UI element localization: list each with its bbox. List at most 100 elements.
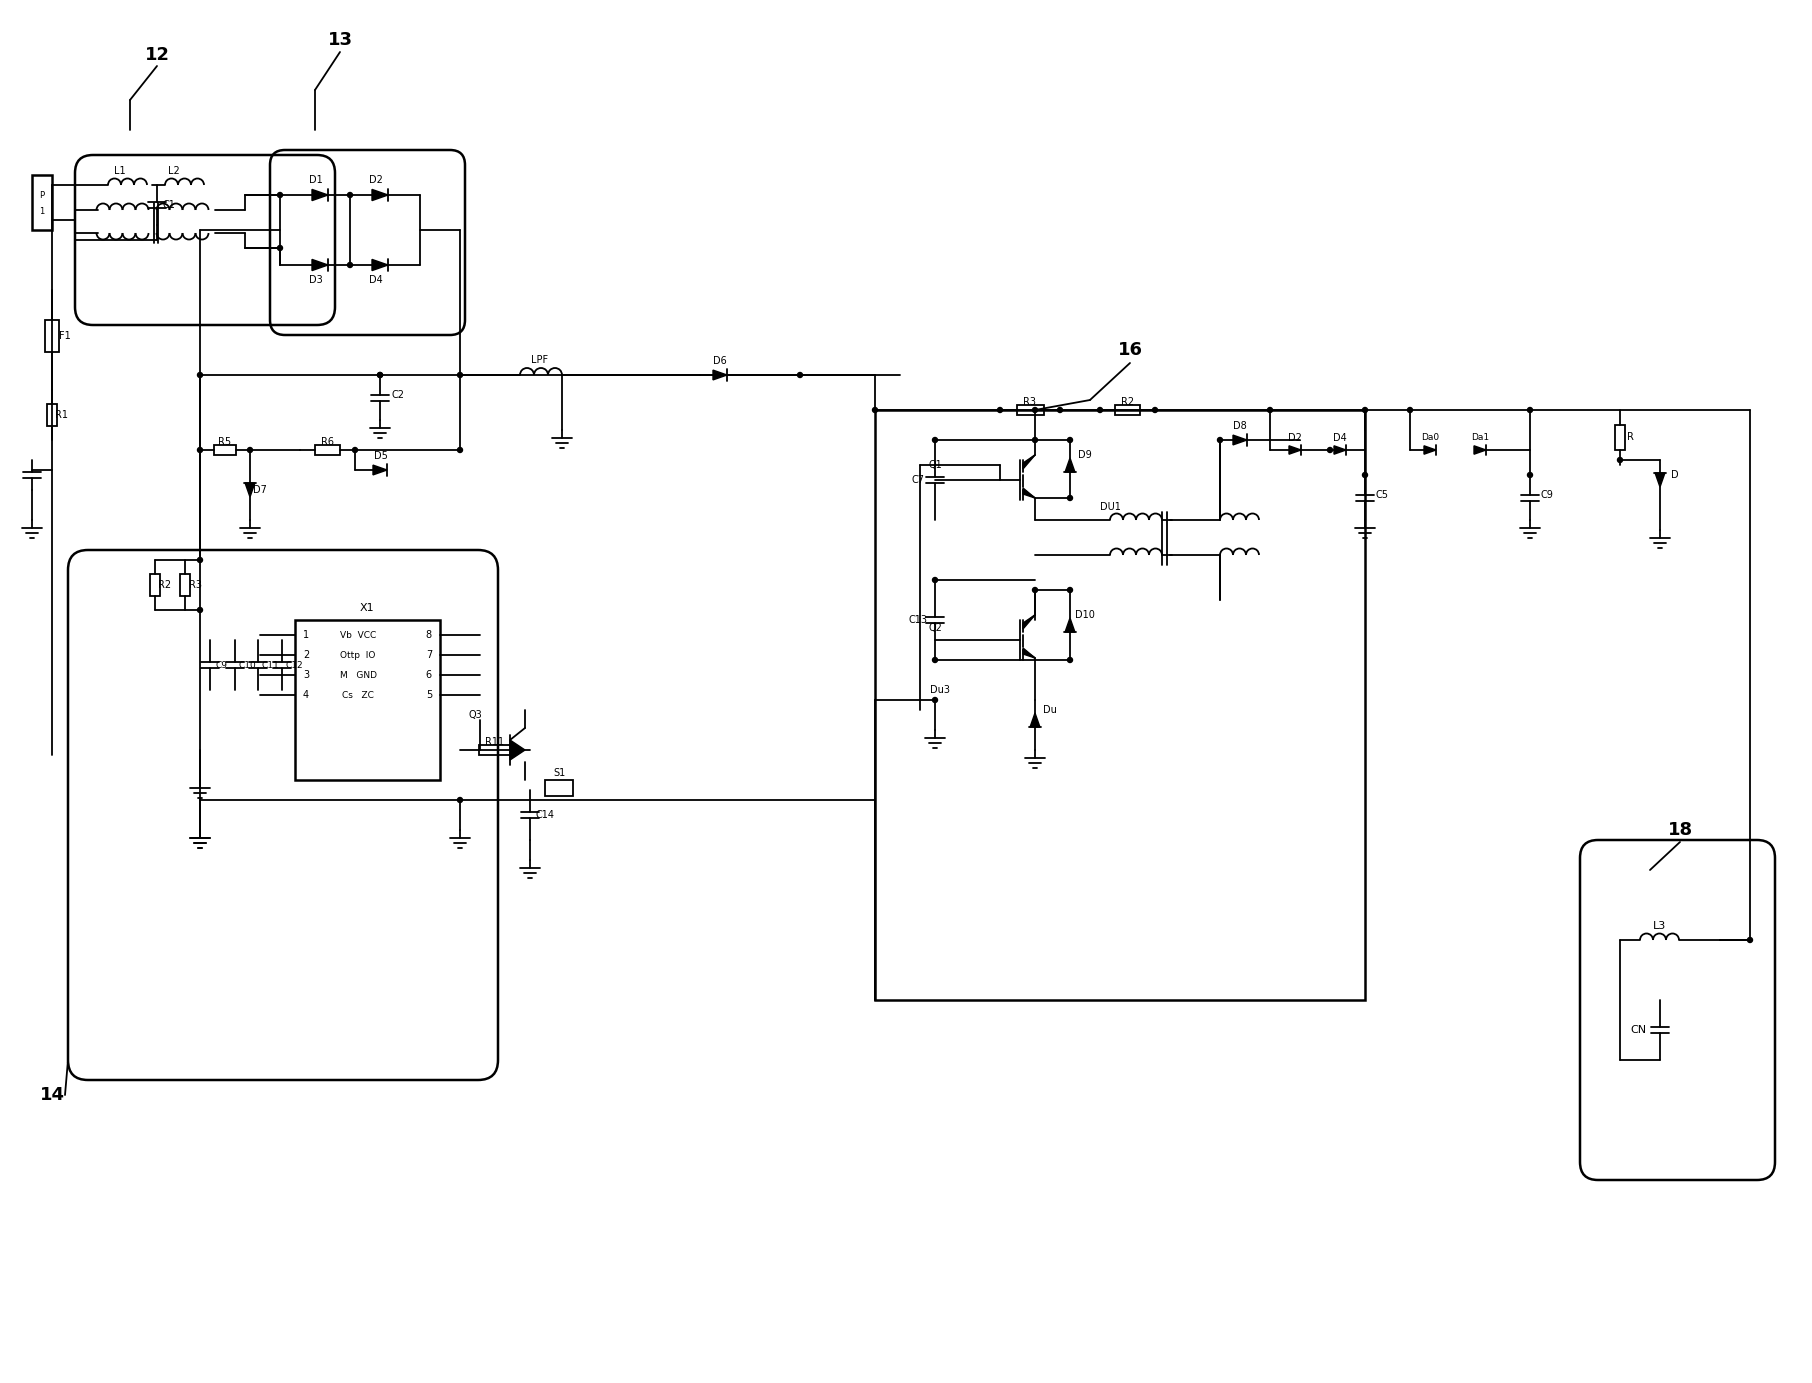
Text: D3: D3 bbox=[310, 275, 323, 285]
Text: D2: D2 bbox=[370, 176, 382, 185]
Text: C12: C12 bbox=[284, 661, 303, 669]
Polygon shape bbox=[371, 260, 388, 271]
Text: X1: X1 bbox=[361, 603, 375, 613]
Text: D4: D4 bbox=[370, 275, 382, 285]
Bar bbox=[33, 176, 53, 230]
Bar bbox=[214, 445, 236, 455]
Circle shape bbox=[1363, 408, 1368, 412]
Text: 7: 7 bbox=[426, 650, 431, 660]
Text: Vb  VCC: Vb VCC bbox=[341, 631, 377, 639]
Circle shape bbox=[1363, 473, 1368, 477]
Circle shape bbox=[198, 448, 203, 452]
Circle shape bbox=[1033, 588, 1038, 592]
Polygon shape bbox=[1024, 649, 1035, 658]
Circle shape bbox=[873, 408, 877, 412]
Circle shape bbox=[1067, 495, 1073, 501]
Circle shape bbox=[1098, 408, 1102, 412]
Text: Q3: Q3 bbox=[467, 709, 482, 721]
Text: Da1: Da1 bbox=[1471, 433, 1489, 441]
Text: 3: 3 bbox=[303, 669, 310, 680]
Text: Ottp  IO: Ottp IO bbox=[341, 650, 375, 660]
Circle shape bbox=[933, 437, 937, 443]
Polygon shape bbox=[312, 189, 328, 201]
Text: C13: C13 bbox=[908, 615, 928, 625]
Text: R1: R1 bbox=[56, 409, 69, 420]
Text: Du3: Du3 bbox=[930, 685, 949, 696]
Text: 2: 2 bbox=[303, 650, 310, 660]
Text: S1: S1 bbox=[553, 768, 565, 779]
Text: R2: R2 bbox=[1122, 397, 1134, 407]
Circle shape bbox=[1033, 437, 1038, 443]
Circle shape bbox=[1747, 938, 1752, 942]
Text: 14: 14 bbox=[40, 1086, 65, 1104]
Polygon shape bbox=[1334, 445, 1346, 454]
Text: Da0: Da0 bbox=[1421, 433, 1439, 441]
Text: D4: D4 bbox=[1334, 433, 1346, 443]
Polygon shape bbox=[371, 189, 388, 201]
Polygon shape bbox=[373, 465, 388, 474]
Polygon shape bbox=[1065, 458, 1075, 472]
Text: D5: D5 bbox=[373, 451, 388, 461]
Polygon shape bbox=[1065, 618, 1075, 632]
Text: C9: C9 bbox=[1540, 490, 1553, 501]
Circle shape bbox=[1067, 437, 1073, 443]
Circle shape bbox=[457, 798, 462, 802]
Text: R11: R11 bbox=[486, 737, 504, 747]
Circle shape bbox=[1618, 458, 1622, 462]
Circle shape bbox=[457, 372, 462, 378]
Polygon shape bbox=[1232, 436, 1247, 445]
Text: DU1: DU1 bbox=[1100, 502, 1120, 512]
Bar bbox=[478, 745, 511, 755]
Text: Q1: Q1 bbox=[928, 461, 942, 470]
Bar bbox=[45, 319, 60, 353]
Text: D10: D10 bbox=[1075, 610, 1094, 620]
Circle shape bbox=[1328, 448, 1332, 452]
Circle shape bbox=[1528, 408, 1533, 412]
Text: 16: 16 bbox=[1118, 342, 1143, 360]
Text: C5: C5 bbox=[1375, 490, 1388, 501]
Text: Cs   ZC: Cs ZC bbox=[342, 690, 373, 700]
Circle shape bbox=[1528, 473, 1533, 477]
Bar bbox=[315, 445, 341, 455]
Text: C7: C7 bbox=[911, 474, 924, 485]
Text: R2: R2 bbox=[158, 579, 172, 591]
Circle shape bbox=[348, 192, 353, 198]
Text: 1: 1 bbox=[40, 207, 45, 217]
Bar bbox=[295, 620, 440, 780]
Text: 4: 4 bbox=[303, 690, 310, 700]
Text: L2: L2 bbox=[169, 166, 179, 176]
Bar bbox=[1017, 405, 1044, 415]
Circle shape bbox=[353, 448, 357, 452]
Polygon shape bbox=[245, 483, 255, 496]
Polygon shape bbox=[712, 371, 727, 380]
Text: Q2: Q2 bbox=[928, 622, 942, 633]
Text: 8: 8 bbox=[426, 631, 431, 640]
Text: C1: C1 bbox=[163, 201, 176, 210]
Text: D9: D9 bbox=[1078, 449, 1093, 461]
Text: Du: Du bbox=[1044, 705, 1056, 715]
Circle shape bbox=[457, 448, 462, 452]
Text: R: R bbox=[1627, 433, 1633, 443]
Circle shape bbox=[348, 263, 353, 267]
Text: C2: C2 bbox=[391, 390, 404, 400]
Text: R3: R3 bbox=[1024, 397, 1036, 407]
Polygon shape bbox=[1029, 714, 1040, 727]
Text: D6: D6 bbox=[714, 355, 727, 366]
Text: C10: C10 bbox=[237, 661, 255, 669]
Bar bbox=[179, 574, 190, 596]
Text: 12: 12 bbox=[145, 46, 170, 64]
Bar bbox=[1614, 425, 1625, 449]
Circle shape bbox=[198, 607, 203, 613]
Polygon shape bbox=[1024, 615, 1035, 629]
Polygon shape bbox=[1424, 445, 1435, 454]
Circle shape bbox=[377, 372, 382, 378]
Text: R3: R3 bbox=[188, 579, 201, 591]
Text: D1: D1 bbox=[310, 176, 323, 185]
Polygon shape bbox=[509, 740, 525, 761]
Polygon shape bbox=[1654, 473, 1665, 487]
Text: F1: F1 bbox=[60, 331, 71, 342]
Circle shape bbox=[933, 578, 937, 582]
Text: L1: L1 bbox=[114, 166, 125, 176]
Circle shape bbox=[277, 246, 283, 250]
Circle shape bbox=[797, 372, 803, 378]
